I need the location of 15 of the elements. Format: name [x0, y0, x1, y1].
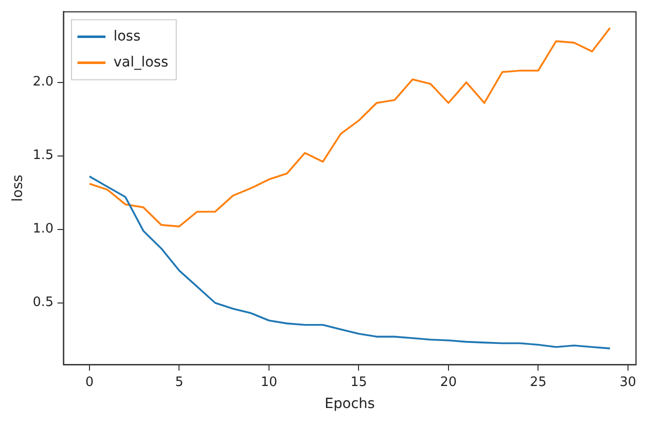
y-tick-label: 2.0 — [32, 74, 54, 90]
y-tick-label: 1.0 — [32, 222, 54, 237]
y-tick-label: 1.5 — [32, 148, 54, 164]
x-tick-label: 5 — [175, 374, 184, 390]
x-tick-label: 30 — [620, 374, 636, 390]
y-tick-label: 0.5 — [32, 295, 54, 310]
x-tick-label: 15 — [350, 374, 367, 390]
legend-label: val_loss — [113, 54, 168, 70]
x-axis-title: Epochs — [324, 396, 375, 412]
y-axis-title: loss — [10, 174, 26, 202]
legend-label: loss — [113, 28, 141, 44]
x-tick-label: 25 — [530, 374, 546, 390]
x-tick-label: 10 — [260, 374, 278, 390]
x-tick-label: 0 — [85, 374, 94, 390]
x-tick-label: 20 — [440, 374, 457, 390]
